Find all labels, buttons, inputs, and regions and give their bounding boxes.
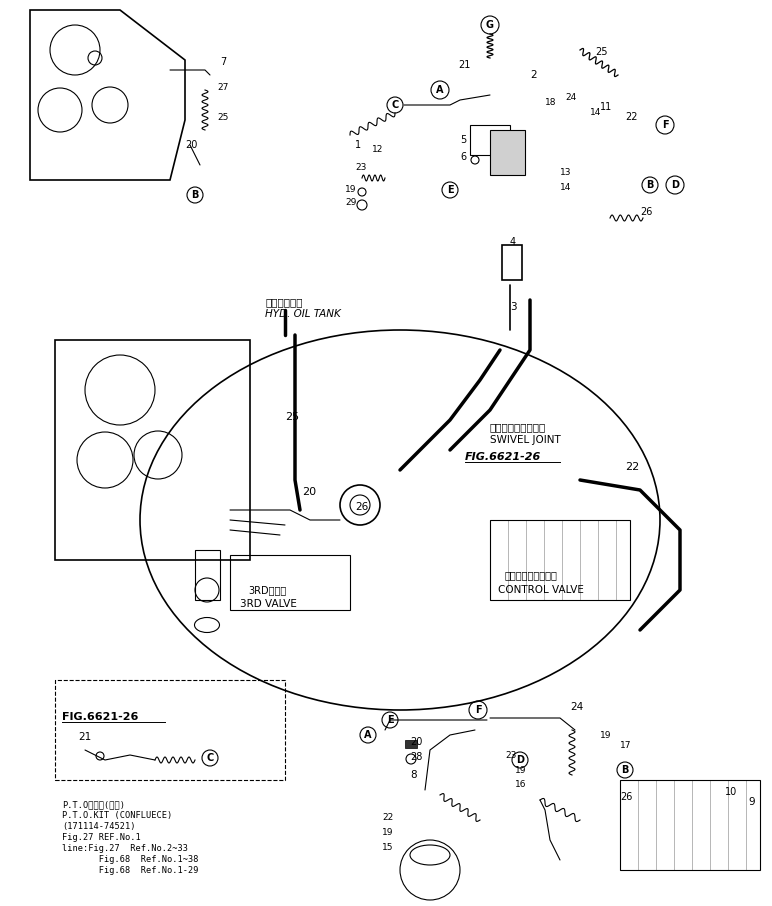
- Text: 14: 14: [560, 183, 571, 192]
- Bar: [620, 780, 760, 870]
- Text: A: A: [436, 85, 444, 95]
- Text: 11: 11: [600, 102, 612, 112]
- Text: P.T.Oキット(合流): P.T.Oキット(合流): [62, 800, 125, 809]
- Text: 9: 9: [748, 797, 754, 807]
- Text: 27: 27: [217, 83, 229, 92]
- Text: D: D: [516, 755, 524, 765]
- Text: F: F: [475, 705, 481, 715]
- Text: 3RDバルブ: 3RDバルブ: [248, 585, 286, 595]
- Bar: [55, 680, 285, 780]
- Text: B: B: [621, 765, 628, 775]
- Text: 21: 21: [78, 732, 91, 742]
- Text: D: D: [671, 180, 679, 190]
- Text: SWIVEL JOINT: SWIVEL JOINT: [490, 435, 560, 445]
- Text: 25: 25: [217, 113, 229, 122]
- Bar: [195, 550, 220, 600]
- Text: (171114-74521): (171114-74521): [62, 822, 136, 831]
- Text: 23: 23: [505, 751, 516, 760]
- Text: 15: 15: [382, 843, 394, 852]
- Text: 6: 6: [460, 152, 466, 162]
- Text: 20: 20: [185, 140, 198, 150]
- Text: 8: 8: [410, 770, 417, 780]
- Bar: [470, 125, 510, 155]
- Text: B: B: [191, 190, 198, 200]
- Text: Fig.68  Ref.No.1-29: Fig.68 Ref.No.1-29: [62, 866, 198, 875]
- Text: 10: 10: [725, 787, 737, 797]
- Text: 22: 22: [625, 112, 638, 122]
- Text: C: C: [391, 100, 398, 110]
- Text: Fig.27 REF.No.1: Fig.27 REF.No.1: [62, 833, 141, 842]
- Text: G: G: [486, 20, 494, 30]
- Text: 28: 28: [410, 752, 422, 762]
- Text: 18: 18: [545, 98, 557, 107]
- Bar: [502, 245, 522, 280]
- Text: 25: 25: [595, 47, 608, 57]
- Text: FIG.6621-26: FIG.6621-26: [62, 712, 138, 722]
- Text: 26: 26: [640, 207, 652, 217]
- Bar: [490, 130, 525, 175]
- Text: 5: 5: [460, 135, 466, 145]
- Text: HYD. OIL TANK: HYD. OIL TANK: [265, 309, 340, 319]
- Text: Fig.68  Ref.No.1~38: Fig.68 Ref.No.1~38: [62, 855, 198, 864]
- Text: 13: 13: [560, 168, 571, 177]
- Text: 3RD VALVE: 3RD VALVE: [240, 599, 297, 609]
- Text: コントロールバルブ: コントロールバルブ: [505, 570, 558, 580]
- Text: 24: 24: [565, 93, 576, 102]
- Text: E: E: [447, 185, 453, 195]
- Text: 7: 7: [220, 57, 226, 67]
- Text: E: E: [387, 715, 393, 725]
- Text: 1: 1: [355, 140, 361, 150]
- Text: CONTROL VALVE: CONTROL VALVE: [498, 585, 584, 595]
- Text: 25: 25: [285, 412, 299, 422]
- Text: 17: 17: [620, 741, 631, 750]
- Text: 24: 24: [570, 702, 584, 712]
- Text: 29: 29: [345, 198, 357, 207]
- Text: 21: 21: [458, 60, 470, 70]
- Text: 23: 23: [355, 163, 367, 172]
- Text: P.T.O.KIT (CONFLUECE): P.T.O.KIT (CONFLUECE): [62, 811, 172, 820]
- Text: A: A: [364, 730, 372, 740]
- Text: 2: 2: [530, 70, 537, 80]
- Bar: [230, 555, 350, 610]
- Text: 作動油タンク: 作動油タンク: [265, 297, 303, 307]
- Text: 19: 19: [382, 828, 394, 837]
- Text: 4: 4: [510, 237, 516, 247]
- Text: 19: 19: [600, 731, 611, 740]
- Text: スイベルジョイント: スイベルジョイント: [490, 422, 547, 432]
- Text: C: C: [206, 753, 214, 763]
- Text: 19: 19: [515, 766, 527, 775]
- Bar: [405, 740, 417, 748]
- Text: 26: 26: [355, 502, 368, 512]
- Text: 3: 3: [510, 302, 516, 312]
- Text: 26: 26: [620, 792, 632, 802]
- Text: 14: 14: [590, 108, 601, 117]
- Text: 22: 22: [382, 813, 393, 822]
- Text: 22: 22: [625, 462, 639, 472]
- Bar: [490, 520, 630, 600]
- Text: F: F: [662, 120, 669, 130]
- Text: 20: 20: [410, 737, 422, 747]
- Text: 20: 20: [302, 487, 316, 497]
- Text: B: B: [646, 180, 654, 190]
- Text: 19: 19: [345, 185, 357, 194]
- Text: line:Fig.27  Ref.No.2~33: line:Fig.27 Ref.No.2~33: [62, 844, 188, 853]
- Text: 12: 12: [372, 145, 384, 154]
- Text: 16: 16: [515, 780, 527, 789]
- Text: FIG.6621-26: FIG.6621-26: [465, 452, 541, 462]
